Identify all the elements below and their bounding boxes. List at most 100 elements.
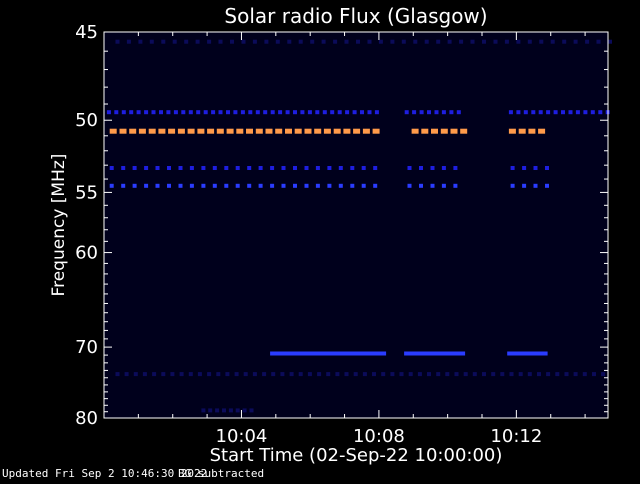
spectrogram-cell-row6 <box>463 372 468 377</box>
spectrogram-cell-row2 <box>353 128 361 134</box>
spectrogram-cell-row2 <box>129 128 137 134</box>
spectrogram-cell-row1 <box>575 110 580 115</box>
spectrogram-cell-row1 <box>330 110 335 115</box>
y-tick-label: 45 <box>75 22 98 43</box>
spectrogram-cell-row0 <box>252 39 257 44</box>
spectrogram-cell-row4 <box>189 183 194 188</box>
spectrogram-cell-row6 <box>601 372 606 377</box>
spectrogram-cell-row5 <box>338 351 345 356</box>
spectrogram-cell-row1 <box>293 110 297 115</box>
spectrogram-cell-row0 <box>401 39 406 44</box>
spectrogram-cell-row1 <box>531 110 536 115</box>
spectrogram-cell-row1 <box>166 110 171 115</box>
spectrogram-cell-row7 <box>249 408 254 413</box>
spectrogram-cell-row3 <box>201 166 206 170</box>
spectrogram-cell-row5 <box>376 351 383 356</box>
spectrogram-cell-row4 <box>201 183 206 188</box>
spectrogram-cell-row3 <box>224 166 229 170</box>
spectrogram-cell-row1 <box>151 110 156 115</box>
spectrogram-cell-row3 <box>338 166 343 170</box>
spectrogram-cell-row3 <box>144 166 149 170</box>
spectrogram-cell-row6 <box>188 372 193 377</box>
spectrogram-cell-row1 <box>345 110 350 115</box>
spectrogram-cell-row2 <box>275 128 283 134</box>
spectrogram-cell-row5 <box>297 351 304 356</box>
spectrogram-cell-row5 <box>287 351 294 356</box>
spectrogram-cell-row4 <box>144 183 149 188</box>
spectrogram-cell-row1 <box>173 110 178 115</box>
spectrogram-cell-row0 <box>161 39 166 44</box>
spectrogram-cell-row4 <box>510 183 515 188</box>
spectrogram-cell-row3 <box>453 166 458 170</box>
spectrogram-cell-row6 <box>381 372 386 377</box>
spectrogram-cell-row5 <box>448 351 455 356</box>
x-tick-label: 10:12 <box>490 426 542 447</box>
spectrogram-cell-row0 <box>459 39 464 44</box>
spectrogram-cell-row5 <box>335 351 342 356</box>
spectrogram-cell-row2 <box>207 128 215 134</box>
spectrogram-cell-row5 <box>321 351 328 356</box>
spectrogram-cell-row1 <box>583 110 588 115</box>
spectrogram-cell-row1 <box>434 110 439 115</box>
spectrogram-cell-row0 <box>321 39 326 44</box>
spectrogram-cell-row6 <box>472 372 477 377</box>
spectrogram-cell-row1 <box>374 110 379 115</box>
spectrogram-cell-row2 <box>236 128 244 134</box>
spectrogram-cell-row6 <box>197 372 202 377</box>
spectrogram-cell-row5 <box>304 351 311 356</box>
spectrogram-cell-row2 <box>158 128 166 134</box>
spectrogram-cell-row3 <box>510 166 515 170</box>
spectrogram-cell-row2 <box>538 128 546 134</box>
spectrogram-cell-row5 <box>318 351 325 356</box>
spectrogram-cell-row6 <box>225 372 230 377</box>
y-tick-label: 60 <box>75 243 98 264</box>
spectrogram-cell-row6 <box>280 372 285 377</box>
spectrogram-cell-row3 <box>441 166 446 170</box>
spectrogram-cell-row3 <box>419 166 423 170</box>
x-tick-label: 10:08 <box>353 426 405 447</box>
spectrogram-cell-row5 <box>527 351 534 356</box>
spectrogram-cell-row5 <box>314 351 321 356</box>
spectrogram-cell-row2 <box>460 128 468 134</box>
spectrogram-cell-row0 <box>447 39 452 44</box>
spectrogram-cell-row1 <box>441 110 446 115</box>
spectrogram-cell-row7 <box>235 408 240 413</box>
spectrogram-cell-row6 <box>344 372 349 377</box>
spectrogram-cell-row1 <box>248 110 253 115</box>
spectrogram-cell-row5 <box>417 351 424 356</box>
spectrogram-cell-row2 <box>362 128 370 134</box>
spectrogram-cell-row2 <box>450 128 458 134</box>
spectrogram-cell-row3 <box>327 166 332 170</box>
spectrogram-cell-row0 <box>516 39 521 44</box>
y-tick-label: 70 <box>75 337 98 358</box>
spectrogram-cell-row6 <box>454 372 459 377</box>
spectrogram-cell-row3 <box>178 166 183 170</box>
spectrogram-cell-row0 <box>333 39 338 44</box>
spectrogram-cell-row4 <box>419 183 423 188</box>
spectrogram-cell-row0 <box>207 39 212 44</box>
spectrogram-cell-row1 <box>203 110 208 115</box>
spectrogram-cell-row6 <box>207 372 212 377</box>
spectrogram-cell-row4 <box>132 183 137 188</box>
spectrogram-cell-row3 <box>212 166 217 170</box>
spectrogram-cell-row5 <box>356 351 362 356</box>
spectrogram-cell-row0 <box>275 39 280 44</box>
spectrogram-cell-row3 <box>533 166 538 170</box>
spectrogram-cell-row0 <box>344 39 349 44</box>
spectrogram-cell-row5 <box>520 351 527 356</box>
spectrogram-cell-row5 <box>301 351 307 356</box>
spectrogram-cell-row6 <box>564 372 569 377</box>
spectrogram-cell-row0 <box>287 39 292 44</box>
spectrogram-cell-row4 <box>350 183 355 188</box>
spectrogram-cell-row0 <box>562 39 567 44</box>
spectrogram-cell-row5 <box>524 351 531 356</box>
spectrogram-cell-row6 <box>152 372 157 377</box>
spectrogram-cell-row1 <box>307 110 312 115</box>
spectrogram-cell-row1 <box>255 110 260 115</box>
spectrogram-cell-row2 <box>197 128 205 134</box>
spectrogram-cell-row3 <box>315 166 320 170</box>
spectrogram-cell-row6 <box>573 372 578 377</box>
spectrogram-cell-row1 <box>367 110 372 115</box>
spectrogram-cell-row0 <box>138 39 143 44</box>
